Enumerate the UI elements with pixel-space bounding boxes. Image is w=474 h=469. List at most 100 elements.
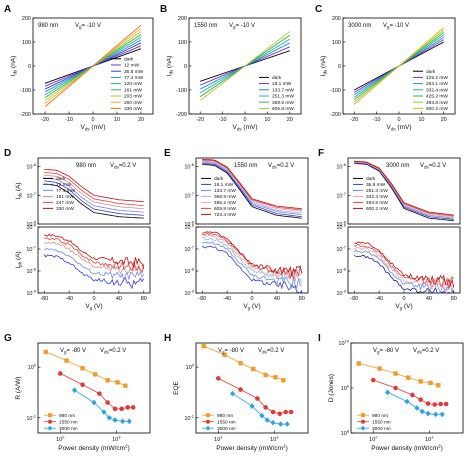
y-tick-label-exp: 0: [192, 363, 195, 368]
data-point: [43, 349, 48, 355]
series-line: [44, 24, 142, 108]
legend-entry: 600.2 mW: [366, 206, 388, 212]
x-axis-label-part: 2: [438, 444, 441, 449]
legend-entry: 12 mW: [124, 63, 140, 69]
y-axis-label: Iph (A): [15, 251, 23, 268]
drain-voltage-label-part: V: [420, 163, 424, 169]
y-tick-label-exp: 0: [34, 363, 37, 368]
y-axis-label-part: I: [10, 74, 17, 76]
data-point: [115, 380, 120, 385]
gate-voltage-label-part: g: [387, 25, 390, 30]
y-tick-label: 100: [28, 363, 37, 372]
y-tick-label: 10-7: [336, 245, 346, 254]
y-tick-label-base: 10: [186, 365, 192, 371]
gate-voltage-label: Vg= -10 V: [75, 23, 101, 30]
drain-voltage-label: Vds=0.2 V: [413, 348, 439, 355]
legend-entry: 330 mW: [124, 106, 142, 112]
series-line: [353, 254, 455, 294]
y-tick-label-exp: -1: [190, 413, 194, 418]
x-tick-label: -80: [40, 296, 48, 302]
wavelength-label: 1550 nm: [194, 23, 217, 29]
series-line: [232, 393, 288, 425]
series-group: [44, 24, 142, 108]
y-tick-label: 10-6: [26, 162, 36, 171]
series-line: [202, 231, 303, 276]
plot-frame: [350, 342, 464, 434]
drain-voltage-label-part: V: [268, 163, 272, 169]
y-axis-label-part: R (A/W): [15, 376, 22, 399]
legend-entry: 3000 nm: [372, 426, 391, 432]
x-axis-label-part: 2: [125, 444, 128, 449]
drain-voltage-label: Vds=0.2 V: [258, 348, 284, 355]
data-point: [229, 390, 236, 397]
data-point: [436, 383, 441, 388]
y-tick-label-base: 10: [184, 269, 190, 275]
x-axis-label-part: (mV): [242, 124, 258, 131]
x-tick-label: 40: [116, 296, 122, 302]
data-point: [105, 400, 110, 405]
x-tick-label: -40: [223, 296, 231, 302]
legend-entry: 493.8 mW: [426, 100, 448, 106]
x-tick-label-exp: 3: [276, 435, 279, 440]
data-point: [277, 411, 283, 417]
drain-voltage-label-part: =0.2 V: [422, 348, 440, 354]
y-tick-label-base: 10: [184, 291, 190, 297]
data-point: [201, 343, 206, 349]
data-point: [238, 360, 243, 366]
data-point: [91, 399, 97, 406]
drain-voltage-label-part: ds: [262, 350, 268, 355]
series-line: [44, 233, 145, 270]
y-axis-label-part: ds: [323, 69, 328, 75]
y-axis-label: D (Jones): [328, 374, 335, 402]
series-line: [202, 163, 302, 218]
data-point: [97, 391, 102, 396]
data-point: [270, 409, 276, 415]
y-tick-label-exp: -6: [32, 223, 36, 228]
legend-marker: [206, 413, 210, 418]
y-tick-label: 10-1: [26, 413, 36, 422]
gate-voltage-label-part: = -80 V: [380, 348, 400, 354]
drain-voltage-label-part: =0.2 V: [119, 163, 137, 169]
y-tick-label: 200: [332, 16, 341, 22]
x-tick-label: 40: [426, 296, 432, 302]
gate-voltage-label-part: g: [79, 25, 82, 30]
y-axis-label-part: D (Jones): [328, 374, 335, 402]
legend-entry: 18.1 mW: [214, 182, 234, 188]
gate-voltage-label-part: = -80 V: [225, 348, 245, 354]
series-line: [353, 246, 455, 292]
x-tick-label: 40: [274, 296, 280, 302]
y-tick-label-base: 10: [26, 247, 32, 253]
drain-voltage-label: Vds=0.2 V: [110, 163, 136, 170]
y-tick-label-base: 10: [26, 416, 32, 422]
x-tick-label: -10: [373, 117, 381, 123]
series-line: [354, 161, 454, 218]
legend-entry: 1550 nm: [372, 420, 391, 426]
series-line: [44, 180, 144, 216]
y-axis-label-part: (nA): [10, 56, 17, 70]
wavelength-label: 980 nm: [76, 163, 96, 169]
x-axis-label: Vg (V): [243, 303, 260, 311]
legend-entry: 332.4 mW: [426, 87, 448, 93]
legend-entry: dark: [272, 75, 282, 81]
x-axis-label-part: V: [85, 303, 90, 310]
x-tick-label-base: 10: [56, 437, 62, 443]
y-tick-label-base: 10: [26, 291, 32, 297]
x-axis-label-part: V: [387, 124, 392, 131]
y-tick-label-base: 10: [184, 193, 190, 199]
x-tick-label: -40: [65, 296, 73, 302]
data-point: [126, 418, 132, 425]
x-tick-label: 102: [369, 435, 378, 444]
x-tick-label: -20: [41, 117, 49, 123]
drain-voltage-label-part: =0.2 V: [429, 163, 447, 169]
plot-frame: [347, 226, 461, 294]
x-tick-label: 10: [418, 117, 424, 123]
x-tick-label: 0: [250, 296, 253, 302]
